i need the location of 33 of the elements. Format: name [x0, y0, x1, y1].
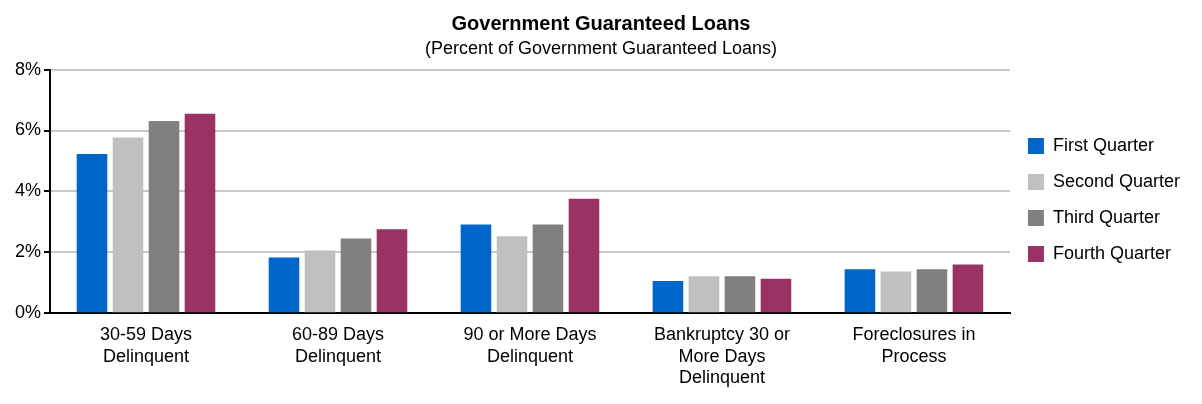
x-tick-label: Foreclosures in Process — [852, 323, 976, 366]
bar — [724, 276, 756, 313]
y-tick-label: 0% — [15, 302, 42, 323]
bar — [916, 269, 948, 313]
legend-label: Fourth Quarter — [1052, 242, 1171, 263]
legend-label: Third Quarter — [1052, 206, 1160, 227]
chart-subtitle: (Percent of Government Guaranteed Loans) — [424, 37, 778, 58]
bar — [760, 278, 792, 313]
y-tick-label: 4% — [15, 180, 42, 201]
y-tick-label: 8% — [15, 58, 42, 79]
legend-label: First Quarter — [1052, 134, 1154, 155]
bar — [184, 113, 216, 313]
x-tick-label: 30-59 Days Delinquent — [99, 323, 193, 366]
bar — [268, 257, 300, 313]
y-tick-label: 2% — [15, 241, 42, 262]
x-tick-label: 60-89 Days Delinquent — [291, 323, 385, 366]
chart-title: Government Guaranteed Loans — [451, 11, 751, 34]
bar — [148, 121, 180, 313]
y-tick-label: 6% — [15, 119, 42, 140]
bar — [652, 280, 684, 313]
bar — [376, 229, 408, 313]
bar — [844, 269, 876, 313]
bar — [340, 238, 372, 313]
legend-label: Second Quarter — [1052, 170, 1181, 191]
bar — [532, 224, 564, 313]
bar — [568, 198, 600, 313]
bar — [460, 224, 492, 313]
bar — [76, 153, 108, 313]
bar — [880, 271, 912, 313]
x-tick-label: Bankruptcy 30 or More Days Delinquent — [653, 323, 790, 388]
bar — [952, 264, 984, 313]
bar — [688, 276, 720, 313]
x-tick-label: 90 or More Days Delinquent — [463, 323, 597, 366]
